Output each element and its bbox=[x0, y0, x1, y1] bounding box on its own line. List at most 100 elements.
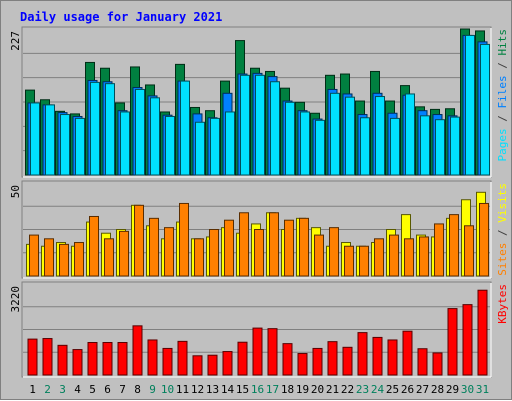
x-tick-label-25: 25 bbox=[386, 383, 399, 396]
bar-sites-day-17 bbox=[269, 212, 279, 277]
bar-sites-day-5 bbox=[89, 215, 99, 277]
bar-pages-day-22 bbox=[345, 96, 355, 176]
x-tick-label-31: 31 bbox=[476, 383, 489, 396]
y-max-label: 227 bbox=[9, 31, 22, 51]
bar-pages-day-11 bbox=[180, 80, 190, 176]
x-tick-label-14: 14 bbox=[221, 383, 235, 396]
x-tick-label-20: 20 bbox=[311, 383, 324, 396]
legend-visits-sites: Sites / Visits bbox=[496, 183, 509, 276]
bar-kbytes-day-4 bbox=[72, 349, 83, 376]
bar-kbytes-day-28 bbox=[432, 352, 443, 376]
bar-sites-day-18 bbox=[284, 219, 294, 277]
bar-kbytes-day-23 bbox=[357, 332, 368, 376]
bar-sites-day-12 bbox=[194, 238, 204, 277]
bar-kbytes-day-16 bbox=[252, 327, 263, 376]
bar-kbytes-day-1 bbox=[27, 338, 38, 376]
bar-kbytes-day-15 bbox=[237, 341, 248, 376]
bar-kbytes-day-29 bbox=[447, 308, 458, 376]
bar-pages-day-28 bbox=[435, 119, 445, 176]
bar-pages-day-10 bbox=[165, 115, 175, 176]
bar-sites-day-14 bbox=[224, 219, 234, 277]
x-tick-label-11: 11 bbox=[176, 383, 189, 396]
bar-pages-day-3 bbox=[60, 114, 70, 176]
bar-pages-day-15 bbox=[240, 74, 250, 176]
x-tick-label-27: 27 bbox=[416, 383, 429, 396]
bar-pages-day-17 bbox=[270, 81, 280, 176]
bar-sites-day-7 bbox=[119, 230, 129, 277]
bar-pages-day-23 bbox=[360, 117, 370, 176]
bar-kbytes-day-13 bbox=[207, 354, 218, 376]
x-tick-label-19: 19 bbox=[296, 383, 309, 396]
bar-kbytes-day-12 bbox=[192, 355, 203, 376]
bar-sites-day-19 bbox=[299, 217, 309, 277]
x-tick-label-3: 3 bbox=[59, 383, 66, 396]
bar-sites-day-28 bbox=[434, 223, 444, 277]
bar-sites-day-25 bbox=[389, 234, 399, 277]
x-tick-label-26: 26 bbox=[401, 383, 414, 396]
bar-sites-day-30 bbox=[464, 225, 474, 277]
bar-pages-day-2 bbox=[45, 104, 55, 176]
bar-pages-day-9 bbox=[150, 97, 160, 176]
legend-entry: KBytes bbox=[496, 284, 509, 324]
legend-entry: Visits bbox=[496, 183, 509, 223]
bar-pages-day-16 bbox=[255, 74, 265, 176]
panel-kbytes: 3220 KBytes bbox=[9, 281, 509, 378]
bar-pages-day-14 bbox=[225, 111, 235, 176]
bar-kbytes-day-22 bbox=[342, 346, 353, 376]
bar-sites-day-24 bbox=[374, 238, 384, 277]
x-tick-label-5: 5 bbox=[89, 383, 96, 396]
bar-pages-day-7 bbox=[120, 111, 130, 176]
legend-hits-files-pages: Pages / Files / Hits bbox=[496, 29, 509, 162]
bar-pages-day-26 bbox=[405, 93, 415, 176]
x-tick-label-13: 13 bbox=[206, 383, 219, 396]
bar-sites-day-16 bbox=[254, 229, 264, 277]
x-tick-label-10: 10 bbox=[161, 383, 174, 396]
bar-kbytes-day-21 bbox=[327, 341, 338, 376]
bar-sites-day-21 bbox=[329, 227, 339, 277]
legend-entry: / bbox=[496, 56, 509, 76]
bar-kbytes-day-9 bbox=[147, 339, 158, 376]
bar-sites-day-22 bbox=[344, 245, 354, 277]
bar-kbytes-day-5 bbox=[87, 342, 98, 376]
bar-sites-day-26 bbox=[404, 238, 414, 277]
legend-kbytes: KBytes bbox=[496, 284, 509, 324]
bar-sites-day-10 bbox=[164, 227, 174, 277]
bar-sites-day-11 bbox=[179, 202, 189, 277]
bar-pages-day-30 bbox=[465, 34, 475, 176]
bar-sites-day-6 bbox=[104, 238, 114, 277]
legend-entry: / bbox=[496, 109, 509, 129]
x-tick-label-7: 7 bbox=[119, 383, 126, 396]
bar-pages-day-20 bbox=[315, 119, 325, 176]
bar-kbytes-day-19 bbox=[297, 353, 308, 376]
legend-entry: Pages bbox=[496, 128, 509, 161]
bar-sites-day-20 bbox=[314, 234, 324, 277]
bar-pages-day-8 bbox=[135, 88, 145, 176]
x-tick-label-22: 22 bbox=[341, 383, 354, 396]
bar-sites-day-2 bbox=[44, 238, 54, 277]
bar-pages-day-29 bbox=[450, 116, 460, 176]
bar-kbytes-day-27 bbox=[417, 348, 428, 376]
x-tick-label-9: 9 bbox=[149, 383, 156, 396]
panel-hits-files-pages: 227 Pages / Files / Hits bbox=[9, 26, 509, 178]
bar-kbytes-day-10 bbox=[162, 347, 173, 376]
x-tick-label-30: 30 bbox=[461, 383, 474, 396]
bar-kbytes-day-24 bbox=[372, 336, 383, 376]
bar-pages-day-25 bbox=[390, 117, 400, 176]
x-tick-label-18: 18 bbox=[281, 383, 294, 396]
bar-kbytes-day-14 bbox=[222, 351, 233, 376]
x-tick-label-12: 12 bbox=[191, 383, 204, 396]
legend-entry: Files bbox=[496, 75, 509, 108]
bar-pages-day-31 bbox=[480, 43, 490, 176]
bar-sites-day-13 bbox=[209, 229, 219, 277]
chart-title: Daily usage for January 2021 bbox=[20, 10, 222, 24]
bar-kbytes-day-20 bbox=[312, 347, 323, 376]
bar-sites-day-15 bbox=[239, 212, 249, 277]
bar-kbytes-day-31 bbox=[477, 289, 488, 376]
bar-sites-day-23 bbox=[359, 245, 369, 277]
panel-visits-sites: 50 Sites / Visits bbox=[9, 180, 509, 279]
legend-entry: Sites bbox=[496, 243, 509, 276]
bar-sites-day-3 bbox=[59, 243, 69, 277]
x-tick-label-4: 4 bbox=[74, 383, 81, 396]
bar-pages-day-5 bbox=[90, 81, 100, 176]
